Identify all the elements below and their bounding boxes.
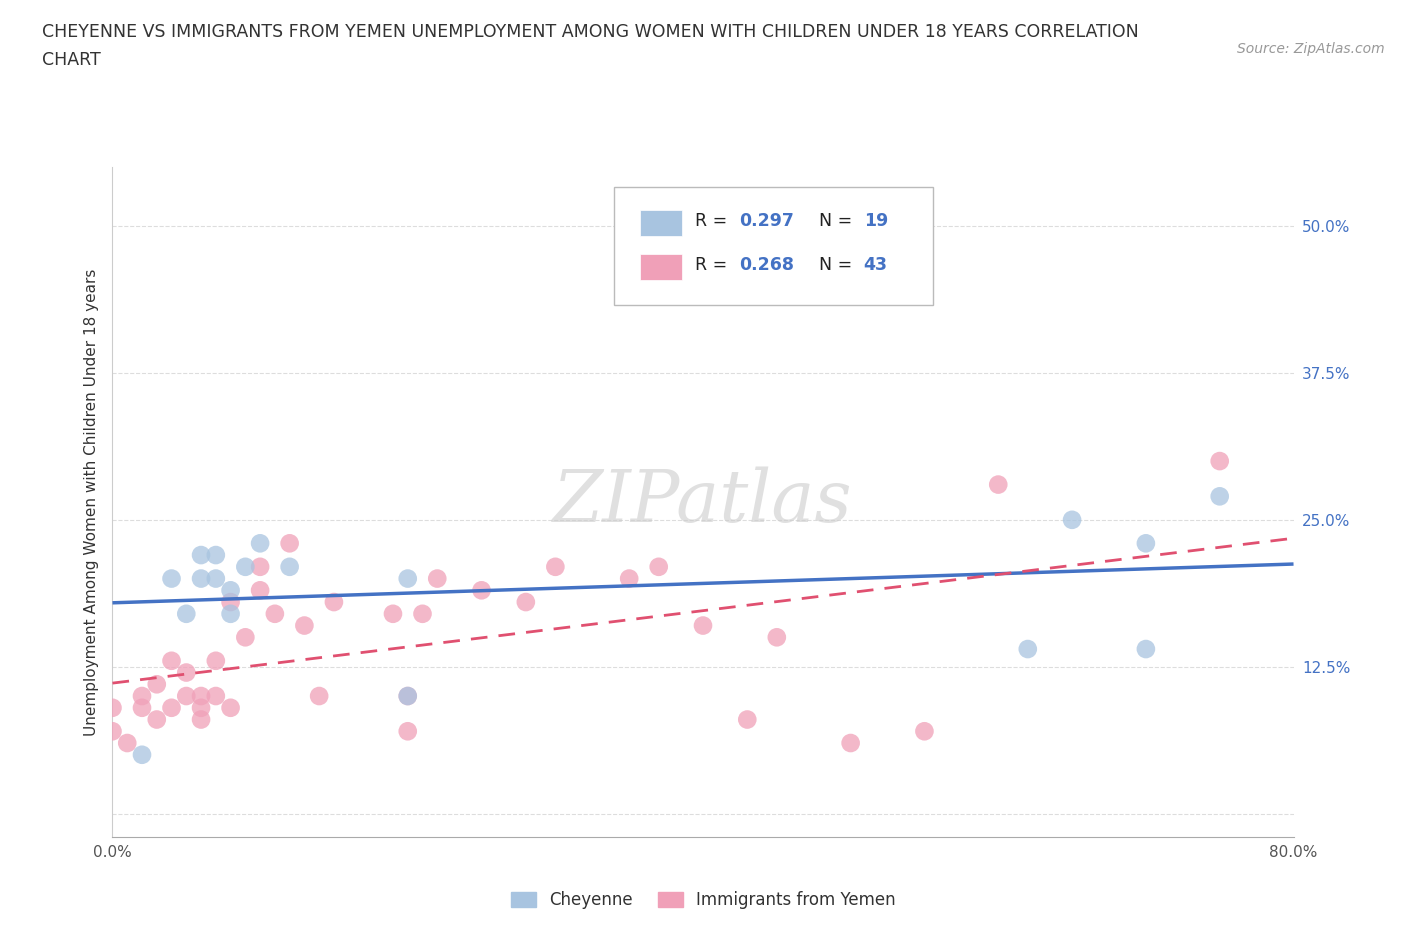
Point	[396, 688, 419, 703]
Point	[619, 571, 641, 586]
Point	[249, 536, 271, 551]
Text: CHEYENNE VS IMMIGRANTS FROM YEMEN UNEMPLOYMENT AMONG WOMEN WITH CHILDREN UNDER 1: CHEYENNE VS IMMIGRANTS FROM YEMEN UNEMPL…	[42, 23, 1139, 41]
Point	[308, 688, 330, 703]
Text: 0.297: 0.297	[740, 212, 794, 230]
Point	[249, 583, 271, 598]
Point	[1208, 454, 1232, 469]
Point	[131, 700, 153, 715]
Point	[190, 700, 212, 715]
Point	[987, 477, 1010, 492]
Point	[101, 700, 124, 715]
Text: 0.268: 0.268	[740, 256, 794, 274]
Point	[205, 571, 228, 586]
Text: R =: R =	[695, 212, 733, 230]
Point	[515, 594, 537, 609]
Point	[411, 606, 433, 621]
Point	[219, 594, 242, 609]
Point	[174, 688, 197, 703]
Text: CHART: CHART	[42, 51, 101, 69]
Point	[190, 712, 212, 727]
Text: 19: 19	[863, 212, 887, 230]
Point	[396, 688, 419, 703]
Point	[647, 559, 671, 574]
Y-axis label: Unemployment Among Women with Children Under 18 years: Unemployment Among Women with Children U…	[83, 269, 98, 736]
Point	[190, 688, 212, 703]
Point	[278, 559, 301, 574]
Point	[160, 700, 183, 715]
Point	[1208, 489, 1232, 504]
Point	[1135, 642, 1157, 657]
Text: Source: ZipAtlas.com: Source: ZipAtlas.com	[1237, 42, 1385, 56]
Point	[219, 583, 242, 598]
Point	[174, 665, 197, 680]
Point	[233, 559, 256, 574]
Point	[544, 559, 567, 574]
Point	[205, 654, 228, 669]
Point	[426, 571, 449, 586]
Point	[1017, 642, 1039, 657]
Bar	[640, 255, 682, 280]
Point	[205, 688, 228, 703]
Point	[219, 606, 242, 621]
Point	[131, 748, 153, 763]
Bar	[640, 210, 682, 235]
Point	[146, 677, 169, 692]
Point	[766, 630, 789, 644]
Point	[249, 559, 271, 574]
Text: 43: 43	[863, 256, 887, 274]
Point	[146, 712, 169, 727]
Point	[692, 618, 714, 633]
Point	[323, 594, 346, 609]
Text: N =: N =	[818, 212, 858, 230]
Point	[914, 724, 936, 738]
Point	[264, 606, 287, 621]
Point	[278, 536, 301, 551]
Point	[1135, 536, 1157, 551]
Point	[396, 571, 419, 586]
Point	[219, 700, 242, 715]
Point	[470, 583, 494, 598]
Point	[190, 571, 212, 586]
Text: ZIPatlas: ZIPatlas	[553, 467, 853, 538]
Point	[174, 606, 197, 621]
Text: N =: N =	[818, 256, 858, 274]
Point	[1062, 512, 1084, 527]
FancyBboxPatch shape	[614, 188, 934, 305]
Text: R =: R =	[695, 256, 733, 274]
Point	[839, 736, 862, 751]
Point	[205, 548, 228, 563]
Legend: Cheyenne, Immigrants from Yemen: Cheyenne, Immigrants from Yemen	[503, 884, 903, 916]
Point	[233, 630, 256, 644]
Point	[117, 736, 138, 751]
Point	[160, 571, 183, 586]
Point	[160, 654, 183, 669]
Point	[396, 724, 419, 738]
Point	[190, 548, 212, 563]
Point	[737, 712, 759, 727]
Point	[101, 724, 124, 738]
Point	[292, 618, 315, 633]
Point	[382, 606, 405, 621]
Point	[131, 688, 153, 703]
